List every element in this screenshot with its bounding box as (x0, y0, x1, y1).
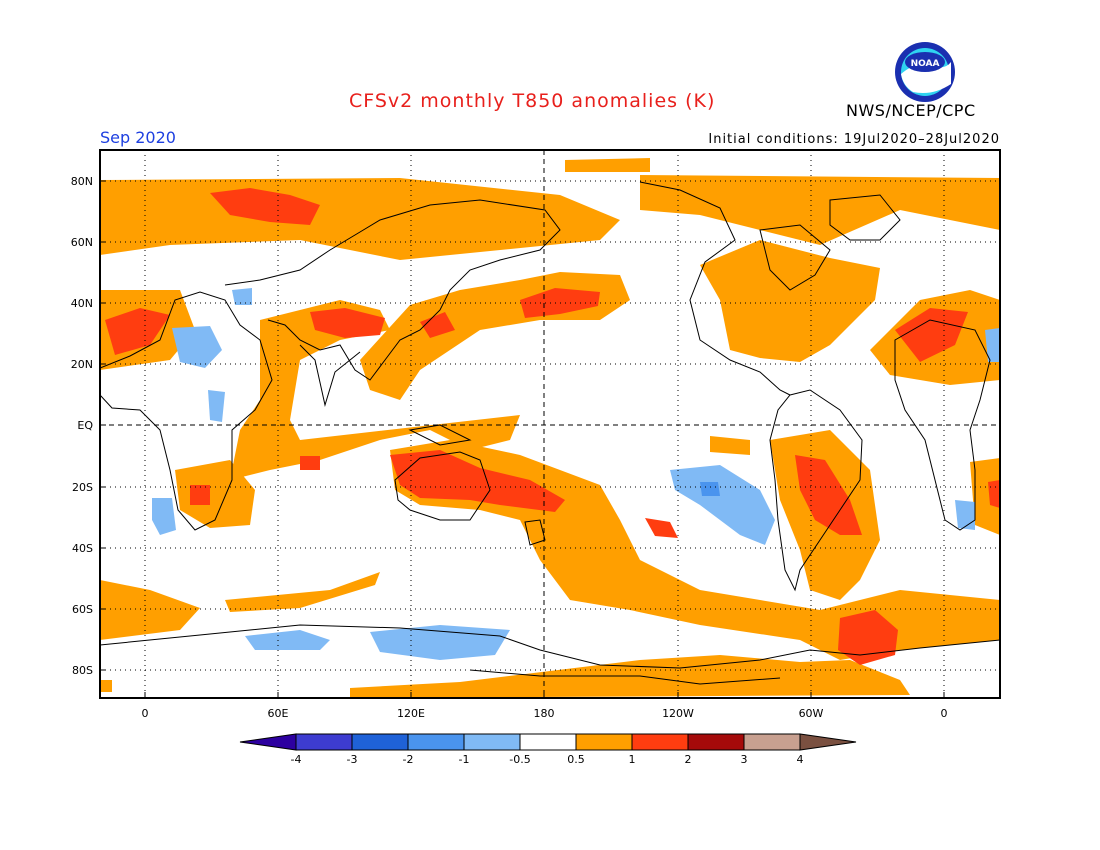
colorbar-label: -2 (403, 753, 414, 766)
longitude-labels: 0 60E 120E 180 120W 60W 0 (142, 692, 948, 720)
lon-label: 120E (397, 707, 425, 720)
colorbar-label: 2 (685, 753, 692, 766)
noaa-logo: NOAA (895, 42, 955, 102)
lat-label: 60N (71, 236, 93, 249)
colorbar: -4 -3 -2 -1 -0.5 0.5 1 2 3 4 (239, 733, 857, 766)
colorbar-left-arrow (239, 733, 297, 751)
valid-month-label: Sep 2020 (100, 128, 176, 147)
coastlines (100, 181, 1000, 685)
colorbar-segment (631, 733, 689, 751)
map-frame (99, 149, 1001, 699)
logo-text: NOAA (911, 59, 940, 69)
colorbar-segment (743, 733, 801, 751)
organization-label: NWS/NCEP/CPC (846, 101, 976, 120)
lat-label: 40N (71, 297, 93, 310)
colorbar-label: -3 (347, 753, 358, 766)
colorbar-label: 3 (741, 753, 748, 766)
cool-anomaly-regions (152, 288, 1000, 660)
lat-label: 80S (72, 664, 93, 677)
lon-label: 0 (941, 707, 948, 720)
colorbar-right-arrow (799, 733, 857, 751)
initial-conditions-label: Initial conditions: 19Jul2020–28Jul2020 (708, 132, 1000, 147)
lon-label: 60W (799, 707, 824, 720)
lat-label: 40S (72, 542, 93, 555)
strong-warm-regions (105, 188, 1000, 665)
colorbar-label: 1 (629, 753, 636, 766)
lon-label: 120W (662, 707, 694, 720)
lat-label: 20N (71, 358, 93, 371)
colorbar-label: 0.5 (567, 753, 585, 766)
colorbar-label: -0.5 (509, 753, 530, 766)
colorbar-label: -4 (291, 753, 302, 766)
colorbar-label: -1 (459, 753, 470, 766)
grid-lines (100, 150, 1000, 698)
lat-label: EQ (77, 419, 93, 432)
latitude-labels: 80N 60N 40N 20N EQ 20S 40S 60S 80S (71, 175, 106, 677)
colorbar-segment (463, 733, 521, 751)
moderate-cool-regions (700, 482, 720, 496)
lat-label: 20S (72, 481, 93, 494)
colorbar-label: 4 (797, 753, 804, 766)
colorbar-segment (687, 733, 745, 751)
colorbar-segment (351, 733, 409, 751)
map-title: CFSv2 monthly T850 anomalies (K) (349, 90, 716, 112)
colorbar-segment (575, 733, 633, 751)
colorbar-segment (295, 733, 353, 751)
lon-label: 0 (142, 707, 149, 720)
colorbar-segment (407, 733, 465, 751)
lat-label: 80N (71, 175, 93, 188)
lon-label: 180 (534, 707, 555, 720)
colorbar-segment (519, 733, 577, 751)
lon-label: 60E (268, 707, 289, 720)
lat-label: 60S (72, 603, 93, 616)
